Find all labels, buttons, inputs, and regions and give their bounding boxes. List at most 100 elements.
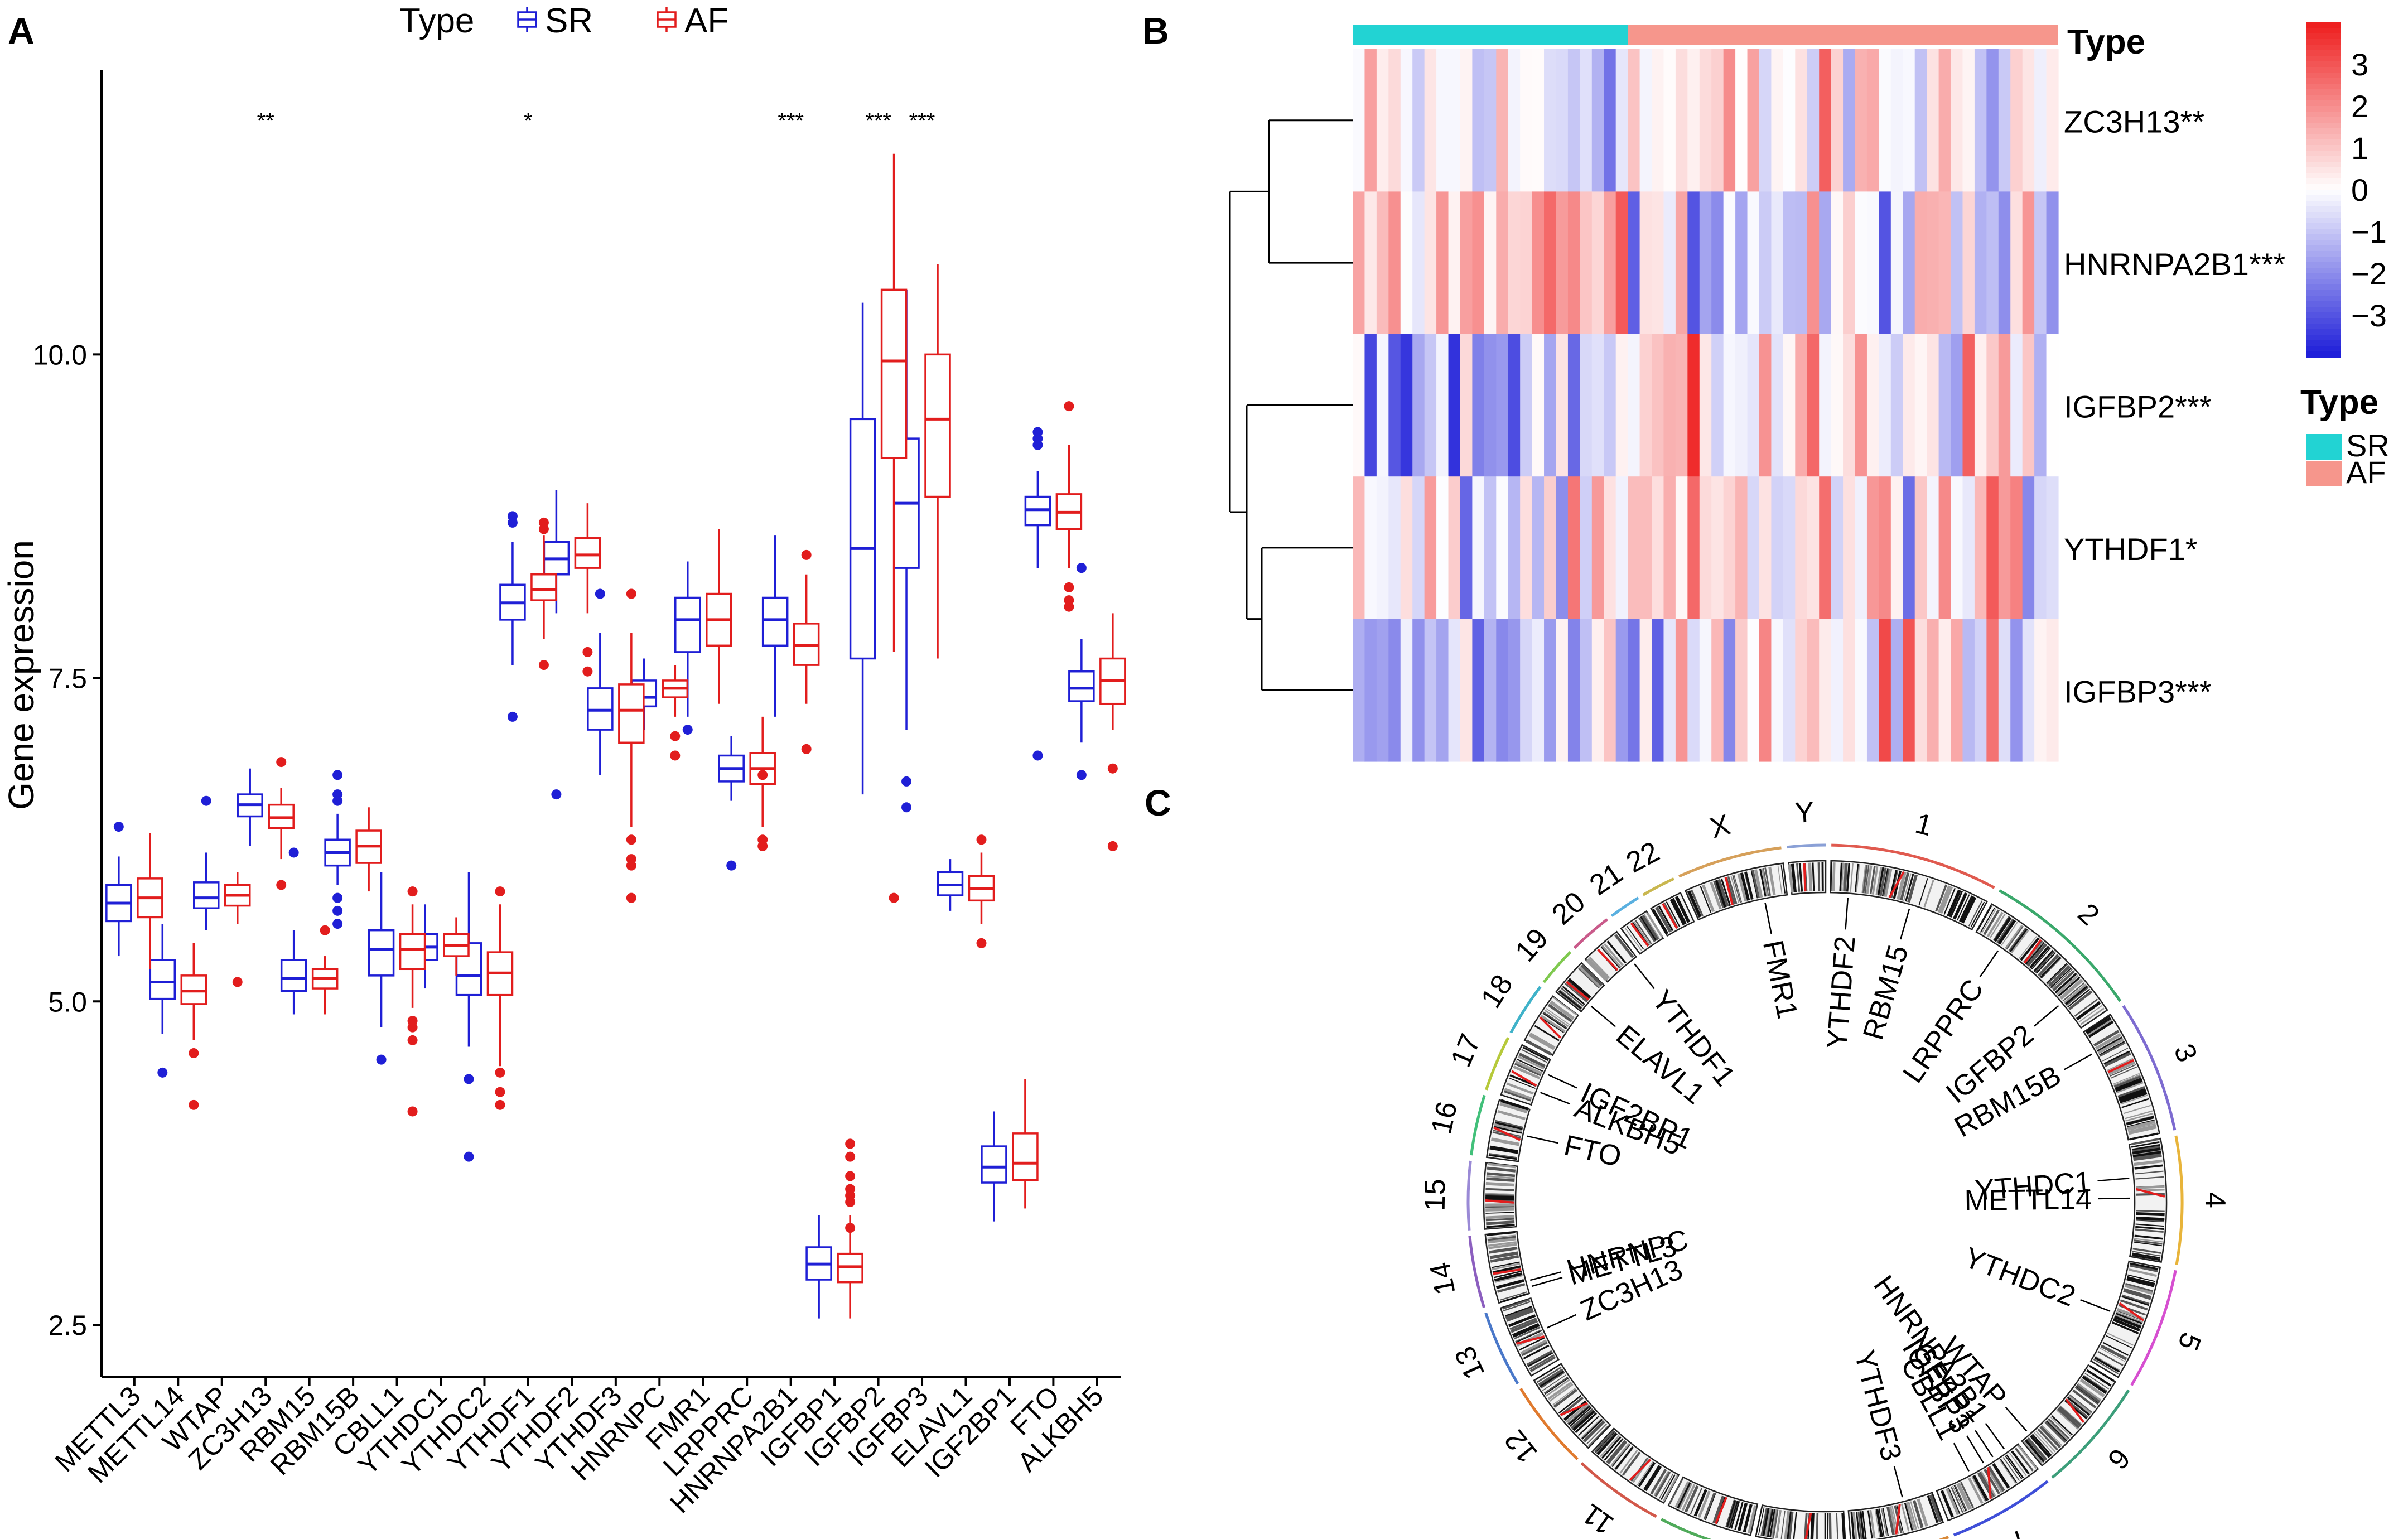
heatmap-cell — [2046, 334, 2059, 477]
chromosome-band-mark — [1691, 889, 1704, 916]
chromosome-band-mark — [1580, 964, 1603, 986]
heatmap-cell — [1938, 191, 1951, 335]
heatmap-cell — [1544, 191, 1557, 335]
heatmap-cell — [2034, 476, 2047, 620]
chromosome-band-mark — [1494, 1274, 1523, 1283]
chromosome-band-mark — [2136, 1185, 2165, 1189]
chromosome-band-mark — [1627, 925, 1644, 950]
colorbar-segment — [2306, 273, 2341, 279]
gene-connector-IGFBP1 — [1975, 1430, 1994, 1458]
outlier-point — [407, 1022, 418, 1033]
chromosome-band-mark — [2056, 1409, 2078, 1430]
chromosome-band-mark — [1780, 865, 1786, 894]
chromosome-band-mark — [2132, 1252, 2160, 1259]
gene-label-YTHDC2: YTHDC2 — [1960, 1241, 2079, 1313]
chromosome-band-mark — [2123, 1288, 2152, 1299]
gene-label-YTHDF2: YTHDF2 — [1821, 935, 1862, 1050]
chromosome-arc-7 — [1953, 1480, 2049, 1537]
chromosome-arc-10 — [1661, 1518, 1712, 1539]
chromosome-band-mark — [2011, 1450, 2030, 1475]
chromosome-band-mark — [2034, 951, 2055, 973]
heatmap-cell — [1460, 334, 1473, 477]
heatmap-cell — [1819, 49, 1832, 192]
heatmap-cell — [1866, 49, 1879, 192]
colorbar-segment — [2306, 100, 2341, 107]
chromosome-band-mark — [1687, 891, 1700, 918]
chromosome-band-mark — [2100, 1344, 2127, 1361]
heatmap-cell — [1400, 476, 1413, 620]
heatmap-cell — [1783, 619, 1796, 762]
chromosome-band-mark — [1684, 1485, 1699, 1513]
chromosome-band-mark — [1994, 916, 2012, 942]
heatmap-cell — [1783, 49, 1796, 192]
heatmap-cell — [1998, 619, 2011, 762]
chromosome-band-mark — [1497, 1283, 1526, 1293]
outlier-point — [276, 757, 287, 768]
chromosome-band-mark — [1733, 875, 1743, 903]
chromosome-band-mark — [1487, 1237, 1517, 1244]
chromosome-band-mark — [1678, 1483, 1693, 1509]
heatmap-cell — [1903, 619, 1915, 762]
outlier-point — [1076, 770, 1087, 780]
chromosome-band-mark — [2125, 1282, 2154, 1293]
chromosome-band-mark — [1491, 1137, 1520, 1146]
heatmap-cell — [1866, 476, 1879, 620]
chromosome-band-mark — [2031, 1434, 2052, 1456]
heatmap-cell — [1699, 49, 1712, 192]
centromere-18 — [1539, 1016, 1562, 1039]
heatmap-cell — [1903, 476, 1915, 620]
box-iqr — [280, 959, 307, 992]
chromosome-band-mark — [2048, 965, 2071, 987]
colorbar-segment — [2306, 117, 2341, 123]
chromosome-band-mark — [1522, 1046, 1549, 1062]
colorbar-tick-label: 3 — [2351, 47, 2368, 82]
chromosome-band-mark — [1674, 1481, 1690, 1508]
chromosome-band-mark — [1485, 1208, 1514, 1212]
heatmap-cell — [1615, 476, 1628, 620]
chromosome-band-mark — [1693, 1489, 1707, 1517]
chromosome-band-mark — [2008, 927, 2028, 952]
chromosome-band-mark — [1596, 1431, 1616, 1454]
chromosome-band-mark — [1567, 1405, 1590, 1425]
colorbar-segment — [2306, 301, 2341, 307]
heatmap-cell — [1436, 191, 1449, 335]
heatmap-cell — [1532, 191, 1545, 335]
heatmap-cell — [1472, 49, 1485, 192]
heatmap-cell — [1938, 49, 1951, 192]
heatmap-cell — [1890, 334, 1903, 477]
heatmap-cell — [1364, 49, 1377, 192]
chromosome-arc-11 — [1580, 1462, 1657, 1518]
chromosome-band-mark — [2049, 966, 2071, 987]
heatmap-cell — [1520, 334, 1533, 477]
heatmap-cell — [1998, 334, 2011, 477]
chromosome-band-mark — [1492, 1265, 1521, 1273]
heatmap-cell — [1376, 191, 1389, 335]
heatmap-cell — [1723, 191, 1736, 335]
heatmap-cell — [1890, 619, 1903, 762]
legend-label: SR — [545, 2, 593, 40]
box-iqr — [761, 596, 789, 647]
box-AF-RBM15 — [311, 925, 339, 1015]
outlier-point — [1032, 440, 1043, 450]
chromosome-band-mark — [1486, 1220, 1515, 1226]
heatmap-cell — [1855, 619, 1867, 762]
gene-connector-ALKBH5 — [1540, 1092, 1571, 1105]
chromosome-band-mark — [1836, 1513, 1838, 1539]
chromosome-band-mark — [2127, 1276, 2155, 1285]
heatmap-cell — [1747, 191, 1760, 335]
heatmap-cell — [1567, 619, 1580, 762]
chromosome-band-mark — [1734, 1502, 1744, 1530]
chromosome-band-mark — [1970, 901, 1985, 928]
chromosome-band-mark — [2079, 1379, 2105, 1397]
chromosome-band-mark — [1486, 1172, 1516, 1178]
heatmap-cell — [1639, 476, 1652, 620]
centromere-22 — [1662, 903, 1678, 929]
heatmap-cell — [1484, 191, 1497, 335]
centromere-1 — [1888, 871, 1905, 899]
colorbar-segment — [2306, 156, 2341, 162]
chromosome-band-mark — [1808, 862, 1813, 891]
heatmap-cell — [1843, 334, 1856, 477]
chromosome-band-mark — [2134, 1234, 2163, 1240]
heatmap-cell — [1735, 191, 1748, 335]
chromosome-band-mark — [1759, 868, 1767, 897]
